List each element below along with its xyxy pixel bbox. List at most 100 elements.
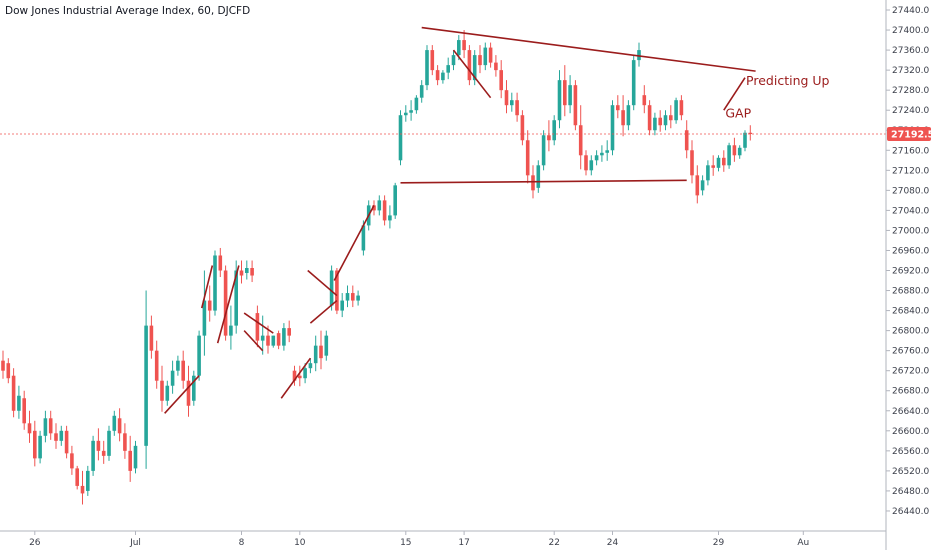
candle-body — [372, 205, 376, 211]
candle — [340, 293, 344, 318]
price-tick-label: 27280.0 — [892, 86, 929, 96]
trendline[interactable] — [723, 77, 746, 111]
candle — [192, 370, 196, 406]
price-tick-label: 26880.0 — [892, 287, 929, 297]
candle — [276, 330, 281, 350]
trendline[interactable] — [164, 375, 200, 414]
trendline[interactable] — [421, 26, 756, 72]
price-tick-label: 26480.0 — [892, 487, 929, 497]
candle — [91, 435, 95, 476]
candle — [404, 105, 408, 122]
candle — [260, 315, 265, 355]
candle — [653, 112, 657, 136]
candle-body — [6, 363, 11, 379]
trendline[interactable] — [400, 179, 687, 184]
candle — [425, 45, 429, 91]
candle — [631, 55, 636, 111]
candle — [690, 140, 694, 184]
trendline[interactable] — [309, 299, 338, 324]
candle-body — [308, 363, 313, 369]
time-tick-label: 17 — [458, 538, 469, 548]
candle-body — [223, 270, 228, 336]
candle-body — [86, 470, 90, 491]
chart-title: Dow Jones Industrial Average Index, 60, … — [5, 5, 250, 17]
candle-body — [324, 335, 329, 356]
price-tick-label: 26680.0 — [892, 387, 929, 397]
trendline[interactable] — [243, 330, 264, 352]
candle — [282, 323, 286, 351]
candle-body — [38, 435, 42, 459]
candle — [351, 285, 355, 308]
trendline[interactable] — [216, 265, 240, 344]
candle — [202, 270, 207, 356]
candle-body — [642, 95, 647, 106]
candle — [578, 105, 583, 170]
trendline[interactable] — [200, 265, 214, 309]
candle-body — [653, 117, 657, 131]
candle-body — [377, 200, 382, 211]
candle-body — [621, 110, 625, 126]
candle — [27, 410, 32, 443]
candle-body — [43, 418, 48, 436]
candle-body — [711, 165, 715, 168]
price-tick-label: 27160.0 — [892, 146, 929, 156]
candle-body — [107, 430, 111, 456]
candle-body — [499, 70, 503, 91]
candle — [112, 410, 117, 436]
candle-body — [446, 65, 450, 73]
candle-body — [303, 368, 307, 379]
candle-body — [679, 100, 684, 116]
candle-body — [255, 313, 260, 341]
trendline[interactable] — [280, 357, 312, 399]
candle — [605, 140, 609, 161]
candle-body — [441, 72, 445, 81]
price-tick-label: 26640.0 — [892, 407, 929, 417]
candle-body — [33, 430, 37, 459]
candle-body — [160, 380, 164, 401]
candle — [160, 365, 164, 412]
time-axis[interactable]: 26 Jul 8 10 15 17 22 24 29 Au — [29, 531, 809, 548]
price-tick-label: 26720.0 — [892, 367, 929, 377]
candle — [563, 65, 567, 117]
candle-body — [425, 50, 429, 86]
candle — [255, 305, 260, 348]
candle-body — [319, 345, 323, 359]
trendline[interactable] — [333, 205, 375, 281]
trendline[interactable] — [243, 312, 274, 334]
candle-body — [75, 468, 79, 486]
candle — [637, 42, 641, 67]
price-tick-label: 27120.0 — [892, 166, 929, 176]
candle-body — [531, 175, 535, 191]
price-tick-label: 27400.0 — [892, 26, 929, 36]
candle — [573, 80, 578, 131]
candle-body — [658, 117, 662, 126]
candle — [700, 175, 705, 196]
trendline[interactable] — [307, 269, 338, 297]
candle — [552, 115, 556, 146]
candle-body — [117, 418, 122, 434]
candle-body — [695, 175, 700, 196]
candle-body — [557, 80, 562, 121]
candle — [250, 260, 254, 283]
candle-body — [467, 50, 472, 81]
candle-body — [610, 105, 615, 151]
candle — [213, 250, 217, 316]
candle-body — [690, 150, 694, 176]
candle-body — [494, 62, 498, 71]
trendline[interactable] — [452, 49, 492, 99]
candle-body — [128, 450, 132, 471]
candle — [170, 360, 175, 394]
candle — [610, 100, 615, 156]
candle-body — [202, 300, 207, 336]
price-tick-label: 27360.0 — [892, 46, 929, 56]
candle-body — [700, 180, 705, 191]
candle-body — [488, 47, 493, 63]
candle — [451, 50, 456, 71]
price-tick-label: 26520.0 — [892, 467, 929, 477]
candle-body — [345, 293, 350, 301]
candle — [239, 260, 244, 284]
candle — [414, 95, 419, 114]
candle — [144, 290, 148, 469]
